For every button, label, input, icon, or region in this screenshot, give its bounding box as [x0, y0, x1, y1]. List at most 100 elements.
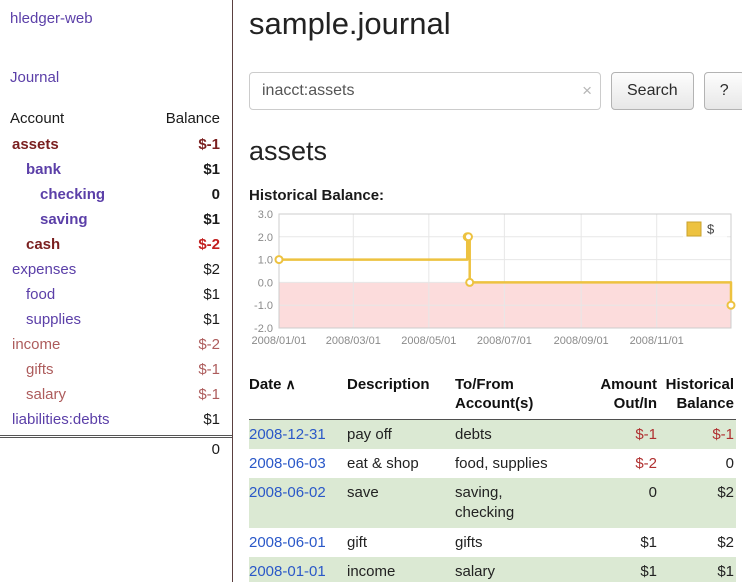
account-heading: assets	[249, 136, 328, 166]
svg-text:0.0: 0.0	[258, 277, 273, 289]
tofrom-cell: salary	[455, 562, 496, 580]
amount-cell: $1	[640, 533, 657, 551]
account-balance: $2	[203, 261, 220, 278]
data-point-marker	[726, 300, 736, 310]
account-row: income $-2	[0, 332, 232, 357]
tofrom-cell: food, supplies	[455, 454, 548, 472]
svg-text:2008/07/01: 2008/07/01	[477, 335, 532, 347]
account-balance: $-1	[198, 136, 220, 153]
account-row: bank $1	[0, 157, 232, 182]
register-row: 2008-01-01 income salary $1 $1	[249, 556, 736, 582]
amount-cell: $-2	[635, 454, 657, 472]
svg-text:3.0: 3.0	[258, 209, 273, 221]
balance-cell: $1	[717, 562, 734, 580]
account-row: gifts $-1	[0, 357, 232, 382]
search-bar: × Search ?	[249, 72, 742, 110]
help-button[interactable]: ?	[703, 72, 742, 110]
transaction-date-link[interactable]: 2008-06-01	[249, 533, 326, 551]
balance-cell: $-1	[712, 425, 734, 443]
svg-text:2008/01/01: 2008/01/01	[251, 335, 306, 347]
account-row: checking 0	[0, 182, 232, 207]
account-link[interactable]: cash	[26, 236, 61, 253]
date-cell: 2008-06-02	[249, 478, 347, 528]
register-row: 2008-06-01 gift gifts $1 $2	[249, 528, 736, 557]
data-point-marker	[274, 255, 284, 265]
register-row: 2008-12-31 pay off debts $-1 $-1	[249, 419, 736, 449]
description-cell: income	[347, 562, 396, 580]
svg-text:2008/11/01: 2008/11/01	[630, 335, 684, 347]
svg-text:2008/09/01: 2008/09/01	[554, 335, 609, 347]
account-link[interactable]: liabilities:debts	[12, 411, 110, 428]
date-cell: 2008-06-01	[249, 528, 347, 557]
account-balance: $-1	[198, 386, 220, 403]
svg-text:1.0: 1.0	[258, 255, 273, 267]
account-link[interactable]: supplies	[26, 311, 82, 328]
data-point-marker	[463, 232, 473, 242]
balance-cell: $2	[717, 484, 734, 501]
account-link[interactable]: assets	[12, 136, 59, 153]
date-cell: 2008-01-01	[249, 557, 347, 582]
amount-cell: $-1	[635, 425, 657, 443]
register-body: 2008-12-31 pay off debts $-1 $-1 2008-06-03 ea…	[249, 419, 736, 582]
column-header-historical: Historical Balance	[665, 374, 736, 420]
chart-title: Historical Balance:	[249, 187, 385, 204]
transaction-date-link[interactable]: 2008-06-03	[249, 454, 326, 472]
search-input[interactable]	[249, 72, 601, 110]
account-link[interactable]: saving	[40, 211, 88, 228]
account-link[interactable]: checking	[40, 186, 106, 203]
column-header-date: Date ∧	[249, 374, 347, 420]
amount-cell: 0	[648, 484, 657, 501]
search-button[interactable]: Search	[611, 72, 694, 110]
account-balance: 0	[211, 186, 220, 203]
account-row: salary $-1	[0, 382, 232, 407]
transaction-date-link[interactable]: 2008-01-01	[249, 562, 326, 580]
account-row: cash $-2	[0, 232, 232, 257]
nav-journal-link[interactable]: Journal	[10, 69, 60, 86]
legend-swatch	[686, 221, 702, 237]
tofrom-cell: saving, checking	[455, 484, 515, 522]
app-title-link[interactable]: hledger-web	[10, 10, 93, 27]
historical-balance-chart: $3.0 2.0 1.0 0.0 -1.0 -2.0 2008/01/01 2008/03/0…	[249, 208, 738, 360]
account-row: food $1	[0, 282, 232, 307]
tofrom-cell: gifts	[455, 533, 483, 551]
account-balance: $1	[203, 286, 220, 303]
account-balance: $1	[203, 311, 220, 328]
column-header-tofrom: To/From Account(s)	[455, 374, 591, 420]
description-cell: pay off	[347, 425, 392, 443]
total-balance: 0	[211, 441, 220, 458]
clear-search-icon[interactable]: ×	[582, 81, 592, 101]
date-cell: 2008-06-03	[249, 449, 347, 478]
transaction-date-link[interactable]: 2008-06-02	[249, 484, 326, 501]
account-row: supplies $1	[0, 307, 232, 332]
account-balance: $1	[203, 411, 220, 428]
account-link[interactable]: income	[12, 336, 61, 353]
balance-cell: 0	[725, 454, 734, 472]
account-link[interactable]: gifts	[26, 361, 54, 378]
search-input-wrapper: ×	[249, 72, 601, 110]
account-link[interactable]: expenses	[12, 261, 77, 278]
transaction-date-link[interactable]: 2008-12-31	[249, 425, 326, 443]
account-link[interactable]: food	[26, 286, 56, 303]
amount-cell: $1	[640, 562, 657, 580]
account-tree-rows: assets $-1 bank $1 checking 0 saving $1 cash $-2 e…	[0, 132, 232, 432]
account-row: assets $-1	[0, 132, 232, 157]
description-cell: gift	[347, 533, 368, 551]
main-content: sample.journal × Search ? assets Histori…	[233, 0, 742, 582]
account-total-row: 0	[0, 435, 232, 458]
register-row: 2008-06-03 eat & shop food, supplies $-2 0	[249, 449, 736, 478]
data-point-marker	[465, 277, 475, 287]
svg-text:2008/03/01: 2008/03/01	[326, 335, 381, 347]
register-header-row: Date ∧ Description To/From Account(s) Amount O…	[249, 374, 736, 420]
date-cell: 2008-12-31	[249, 419, 347, 449]
sidebar: hledger-web Journal Account Balance asse…	[0, 0, 233, 582]
balance-column-header: Balance	[165, 110, 220, 127]
column-header-description: Description	[347, 374, 455, 420]
account-link[interactable]: salary	[26, 386, 67, 403]
svg-text:2008/05/01: 2008/05/01	[401, 335, 456, 347]
sort-ascending-icon[interactable]: ∧	[285, 376, 296, 392]
account-balance: $1	[203, 161, 220, 178]
description-cell: save	[347, 484, 379, 501]
account-link[interactable]: bank	[26, 161, 62, 178]
svg-text:-2.0: -2.0	[254, 323, 273, 335]
